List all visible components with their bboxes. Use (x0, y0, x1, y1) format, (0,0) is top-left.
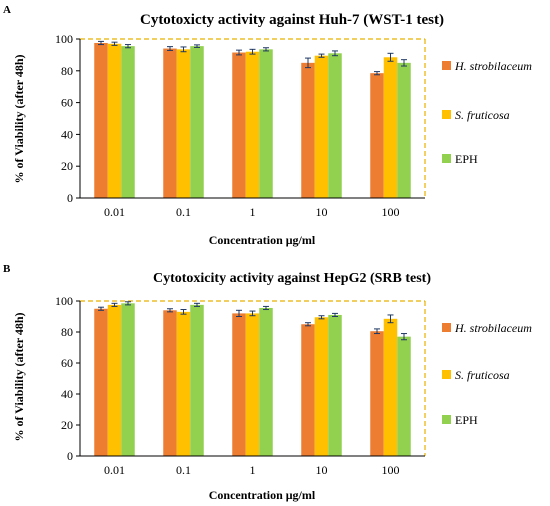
bar-b-2-2 (259, 307, 273, 456)
legend-entry-a-0: H. strobilaceum (454, 59, 532, 73)
x-tick-label-a-2: 1 (250, 205, 256, 219)
bar-b-0-0 (94, 308, 108, 456)
y-tick-label-a-3: 60 (61, 96, 73, 110)
bar-a-1-0 (163, 48, 177, 198)
bar-a-0-1 (107, 43, 122, 198)
bar-a-4-1 (383, 57, 398, 198)
bar-a-2-0 (232, 52, 246, 198)
panel-b-chart: B Cytotoxicity activity against HepG2 (S… (3, 263, 532, 502)
bar-b-3-0 (301, 324, 315, 456)
legend-swatch-b-1 (442, 370, 451, 379)
legend-swatch-a-2 (442, 154, 451, 163)
bar-a-4-2 (397, 62, 411, 198)
y-tick-label-a-0: 0 (67, 191, 73, 205)
bar-b-3-2 (328, 314, 342, 456)
bar-a-2-2 (259, 49, 273, 199)
bar-a-3-2 (328, 53, 342, 199)
y-axis-label-a: % of Viability (after 48h) (12, 54, 26, 183)
chart-title-a: Cytotoxicty activity against Huh-7 (WST-… (140, 12, 444, 28)
bar-b-1-0 (163, 310, 177, 456)
y-tick-label-a-1: 20 (61, 159, 73, 173)
x-tick-label-a-1: 0.1 (176, 205, 191, 219)
legend-swatch-a-0 (442, 61, 451, 70)
x-tick-label-b-0: 0.01 (104, 463, 125, 477)
legend-entry-b-0: H. strobilaceum (454, 321, 532, 335)
bar-b-2-0 (232, 313, 246, 456)
panel-letter-a: A (3, 4, 11, 16)
x-tick-label-a-4: 100 (382, 205, 400, 219)
bar-b-4-2 (397, 336, 411, 456)
chart-title-b: Cytotoxicity activity against HepG2 (SRB… (153, 271, 431, 286)
panel-a-chart: A Cytotoxicty activity against Huh-7 (WS… (3, 4, 532, 247)
legend-swatch-a-1 (442, 110, 451, 119)
bar-b-3-1 (314, 317, 329, 456)
legend-swatch-b-0 (442, 323, 451, 332)
bar-a-1-1 (176, 49, 191, 199)
legend-entry-a-2: EPH (455, 152, 478, 166)
y-tick-label-b-5: 100 (55, 294, 73, 308)
y-tick-label-b-3: 60 (61, 356, 73, 370)
bar-a-4-0 (370, 73, 384, 198)
y-tick-label-b-2: 40 (61, 387, 73, 401)
legend-swatch-b-2 (442, 415, 451, 424)
bar-a-3-1 (314, 55, 329, 198)
x-tick-label-b-3: 10 (316, 463, 328, 477)
panel-letter-b: B (3, 263, 11, 275)
bar-b-1-2 (190, 304, 204, 456)
bar-a-2-1 (245, 51, 260, 198)
x-tick-label-a-3: 10 (316, 205, 328, 219)
bar-b-4-0 (370, 331, 384, 456)
x-tick-label-b-4: 100 (382, 463, 400, 477)
x-tick-label-a-0: 0.01 (104, 205, 125, 219)
bar-b-2-1 (245, 313, 260, 456)
x-tick-label-b-2: 1 (250, 463, 256, 477)
bar-a-1-2 (190, 46, 204, 198)
x-tick-label-b-1: 0.1 (176, 463, 191, 477)
x-axis-label-b: Concentration μg/ml (209, 488, 316, 502)
bar-b-1-1 (176, 311, 191, 456)
bar-b-0-2 (121, 303, 135, 456)
bar-b-0-1 (107, 304, 122, 456)
x-axis-label-a: Concentration μg/ml (209, 233, 316, 247)
bar-b-4-1 (383, 318, 398, 456)
bar-a-0-0 (94, 42, 108, 198)
y-axis-label-b: % of Viability (after 48h) (12, 312, 26, 441)
y-tick-label-a-4: 80 (61, 64, 73, 78)
y-tick-label-a-5: 100 (55, 32, 73, 46)
y-tick-label-a-2: 40 (61, 127, 73, 141)
y-tick-label-b-1: 20 (61, 418, 73, 432)
legend-entry-b-1: S. fruticosa (455, 368, 510, 382)
bar-a-3-0 (301, 62, 315, 198)
bar-a-0-2 (121, 46, 135, 198)
legend-entry-a-1: S. fruticosa (455, 108, 510, 122)
y-tick-label-b-4: 80 (61, 325, 73, 339)
y-tick-label-b-0: 0 (67, 449, 73, 463)
legend-entry-b-2: EPH (455, 413, 478, 427)
